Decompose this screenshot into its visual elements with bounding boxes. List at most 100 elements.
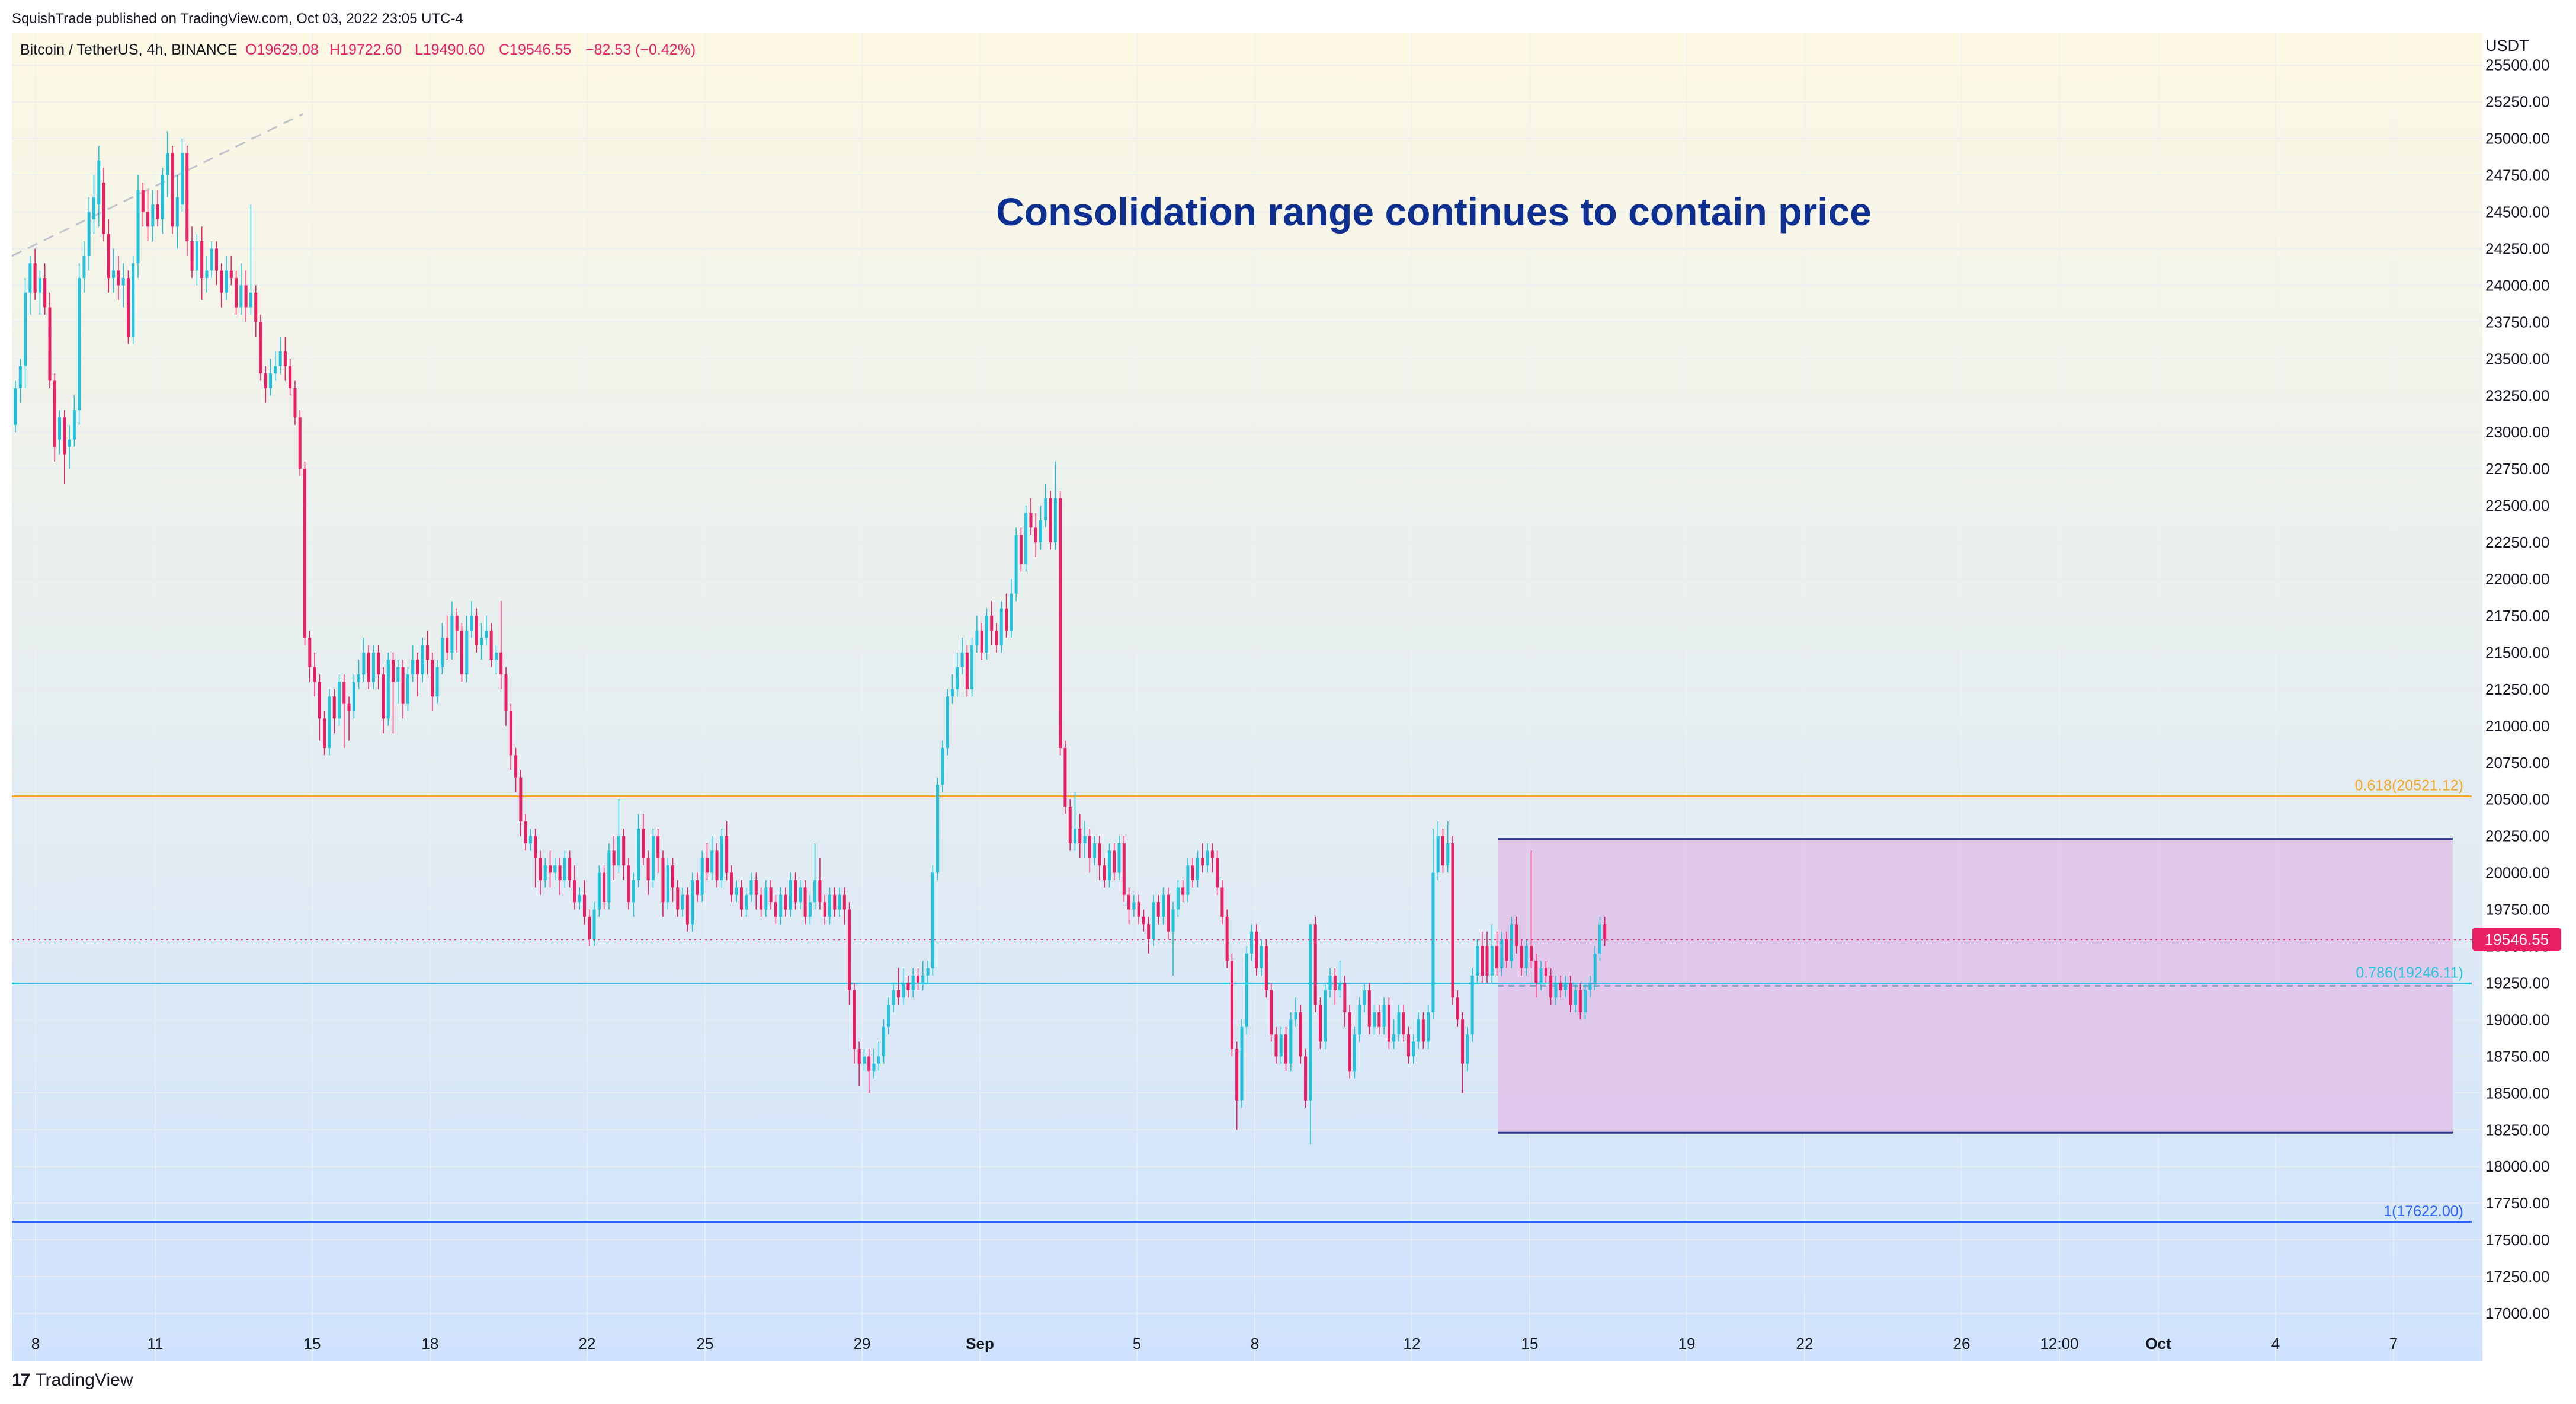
candle-body (1270, 990, 1273, 1035)
candle-body (303, 469, 307, 638)
range-fill (1498, 839, 2453, 1133)
candle-body (1436, 836, 1440, 873)
candle-body (892, 990, 895, 1005)
candle-body (38, 278, 41, 293)
y-tick-label: 17000.00 (2485, 1304, 2549, 1322)
candle-body (278, 351, 282, 366)
candle-body (1235, 1048, 1239, 1101)
candle-body (749, 880, 753, 895)
y-tick-label: 20250.00 (2485, 827, 2549, 845)
candle-body (1210, 850, 1214, 858)
candle-body (175, 197, 179, 227)
last-price-label: 19546.55 (2485, 930, 2549, 948)
candle-body (1563, 983, 1567, 990)
candle-body (956, 667, 959, 689)
candle-body (754, 880, 758, 895)
plot-background (12, 33, 2482, 1361)
x-axis: 8 11 15 18 22 25 29 Sep 5 8 12 15 19 22 26 12:00 Oct 4 7 (31, 1335, 2398, 1352)
candle-body (33, 263, 37, 293)
candle-body (921, 976, 925, 983)
candle-body (1313, 924, 1317, 1005)
candle-body (877, 1056, 880, 1064)
x-tick-label: 26 (1953, 1335, 1971, 1352)
y-tick-label: 19000.00 (2485, 1010, 2549, 1028)
candle-body (975, 630, 979, 645)
chart-annotation-title: Consolidation range continues to contain… (996, 190, 1872, 234)
candle-body (431, 660, 434, 697)
candle-body (764, 887, 768, 910)
candle-body (1201, 858, 1204, 866)
candle-body (161, 175, 164, 219)
x-tick-label: 8 (31, 1335, 40, 1352)
y-axis: 17000.00 17250.00 17500.00 17750.00 18000.00… (2485, 56, 2549, 1322)
y-tick-label: 24500.00 (2485, 203, 2549, 221)
y-tick-label: 20750.00 (2485, 754, 2549, 772)
candle-body (1073, 829, 1076, 844)
y-axis-currency: USDT (2485, 37, 2529, 55)
legend-symbol: Bitcoin / TetherUS, 4h, BINANCE (20, 41, 237, 58)
candle-body (1495, 946, 1499, 968)
candle-body (789, 880, 792, 910)
candle-body (214, 248, 218, 271)
candle-body (970, 645, 974, 689)
candle-body (78, 278, 81, 411)
candle-body (1363, 990, 1366, 1005)
candle-body (289, 366, 292, 388)
candle-body (1461, 1019, 1465, 1064)
candle-body (681, 894, 684, 910)
candle-body (1343, 983, 1347, 1013)
candle-body (906, 983, 910, 990)
candle-body (1475, 946, 1479, 976)
candle-body (1485, 946, 1489, 976)
candle-body (519, 777, 523, 821)
fib-label: 0.786(19246.11) (2356, 964, 2463, 981)
y-tick-label: 21500.00 (2485, 644, 2549, 661)
candle-body (1392, 1034, 1396, 1042)
candle-body (936, 784, 940, 873)
candle-body (808, 902, 812, 917)
candle-body (524, 821, 527, 844)
x-tick-label: 29 (854, 1335, 871, 1352)
x-tick-label: 25 (697, 1335, 714, 1352)
candle-body (347, 703, 351, 712)
candle-body (1520, 946, 1523, 968)
candle-body (1441, 836, 1444, 866)
candle-body (534, 836, 537, 858)
candle-body (1505, 939, 1508, 961)
candle-body (803, 887, 807, 917)
x-tick-label: 4 (2271, 1335, 2280, 1352)
candle-body (1427, 1012, 1430, 1042)
candle-body (371, 652, 375, 682)
footer-brand[interactable]: 17 TradingView (12, 1370, 133, 1390)
candle-body (543, 865, 547, 880)
candle-body (254, 292, 258, 322)
candle-body (671, 865, 675, 888)
candle-body (1387, 1005, 1390, 1042)
candle-body (769, 887, 773, 903)
candle-body (1255, 931, 1258, 968)
candle-body (210, 248, 213, 271)
candles (14, 131, 1607, 1145)
candle-body (1382, 1005, 1386, 1027)
candle-body (1593, 953, 1597, 983)
candle-body (132, 263, 135, 337)
candle-body (1279, 1034, 1283, 1057)
candle-body (1534, 961, 1538, 983)
y-tick-label: 21750.00 (2485, 607, 2549, 625)
candle-body (592, 909, 596, 939)
candle-body (229, 270, 233, 279)
candle-body (386, 660, 390, 719)
candle-body (401, 667, 405, 704)
y-tick-label: 17750.00 (2485, 1194, 2549, 1212)
candle-body (1078, 829, 1082, 844)
candle-body (646, 858, 650, 880)
candle-body (1510, 924, 1513, 961)
candle-body (323, 718, 326, 748)
candle-body (1324, 990, 1327, 1042)
candle-body (1044, 498, 1047, 520)
candle-body (637, 829, 640, 880)
candle-body (1274, 1034, 1278, 1057)
y-tick-label: 25000.00 (2485, 130, 2549, 148)
